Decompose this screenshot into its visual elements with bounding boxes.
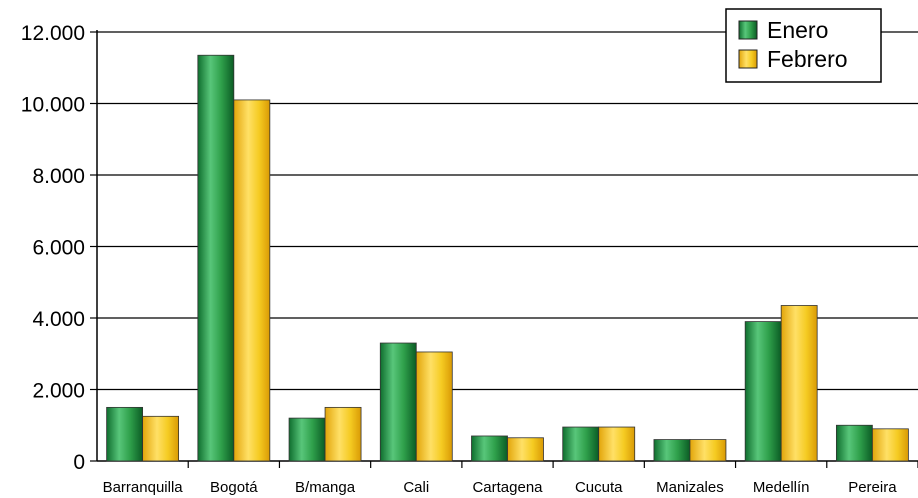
x-category-label: Barranquilla	[103, 479, 184, 496]
legend-label-febrero: Febrero	[767, 46, 848, 72]
x-category-label: Pereira	[848, 479, 897, 496]
bar-febrero-4	[507, 437, 544, 462]
x-category-label: Cucuta	[575, 479, 623, 496]
bar-febrero-1	[233, 99, 271, 462]
x-category-label: B/manga	[295, 479, 356, 496]
legend-label-enero: Enero	[767, 17, 828, 43]
bar-enero-4	[471, 435, 508, 462]
bar-enero-7	[744, 321, 782, 462]
x-category-label: Cali	[403, 479, 429, 496]
bar-febrero-8	[871, 428, 909, 462]
y-tick-label: 2.000	[32, 380, 85, 403]
bar-enero-0	[106, 406, 144, 462]
legend-swatch-febrero	[738, 49, 758, 69]
y-tick-label: 8.000	[32, 165, 85, 188]
y-tick-label: 12.000	[21, 22, 85, 45]
bar-enero-3	[379, 342, 417, 462]
bars	[106, 54, 909, 462]
x-category-labels: Barranquilla Bogotá B/manga Cali Cartagena Cu…	[103, 479, 898, 496]
bar-enero-5	[562, 426, 600, 462]
x-category-label: Manizales	[656, 479, 724, 496]
x-category-label: Medellín	[753, 479, 810, 496]
y-tick-label: 10.000	[21, 94, 85, 117]
y-tick-labels: 0 2.000 4.000 6.000 8.000 10.000 12.000	[21, 22, 85, 474]
y-tick-label: 6.000	[32, 237, 85, 260]
bar-febrero-7	[780, 305, 818, 462]
bar-febrero-0	[142, 415, 180, 462]
bar-febrero-5	[598, 426, 636, 462]
x-category-label: Cartagena	[472, 479, 543, 496]
y-tick-label: 4.000	[32, 308, 85, 331]
legend-swatch-enero	[738, 20, 758, 40]
bar-enero-1	[197, 54, 235, 462]
bar-febrero-3	[415, 351, 453, 462]
bar-enero-8	[835, 424, 873, 462]
bar-febrero-2	[324, 406, 362, 462]
x-category-label: Bogotá	[210, 479, 258, 496]
bar-enero-6	[653, 439, 691, 462]
legend: Enero Febrero	[725, 8, 882, 83]
y-tick-label: 0	[73, 451, 85, 474]
bar-febrero-6	[689, 439, 727, 462]
bar-enero-2	[288, 417, 326, 462]
